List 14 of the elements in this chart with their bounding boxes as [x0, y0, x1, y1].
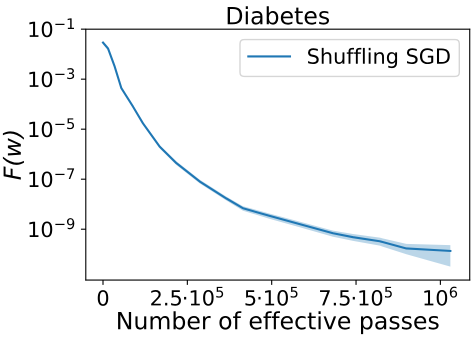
- x-tick-label: 10$^{6}$: [424, 286, 458, 306]
- y-tick-label: 10$^{−1}$: [29, 18, 74, 38]
- y-tick-label: 10$^{−9}$: [29, 218, 74, 238]
- x-tick-label: 7.5·10$^{5}$: [320, 286, 392, 306]
- x-tick-label: 2.5·10$^{5}$: [151, 286, 224, 306]
- x-axis-title: Number of effective passes: [118, 311, 439, 334]
- y-tick-label: 10$^{−5}$: [29, 118, 74, 138]
- x-tick-label: 0: [98, 290, 108, 306]
- y-axis-title: F(w): [2, 131, 24, 180]
- legend-label: Shuffling SGD: [308, 48, 450, 68]
- y-tick-label: 10$^{−7}$: [29, 168, 74, 188]
- y-tick-label: 10$^{−3}$: [29, 68, 74, 88]
- chart-title: Diabetes: [228, 6, 330, 25]
- x-tick-label: 5·10$^{5}$: [245, 286, 298, 306]
